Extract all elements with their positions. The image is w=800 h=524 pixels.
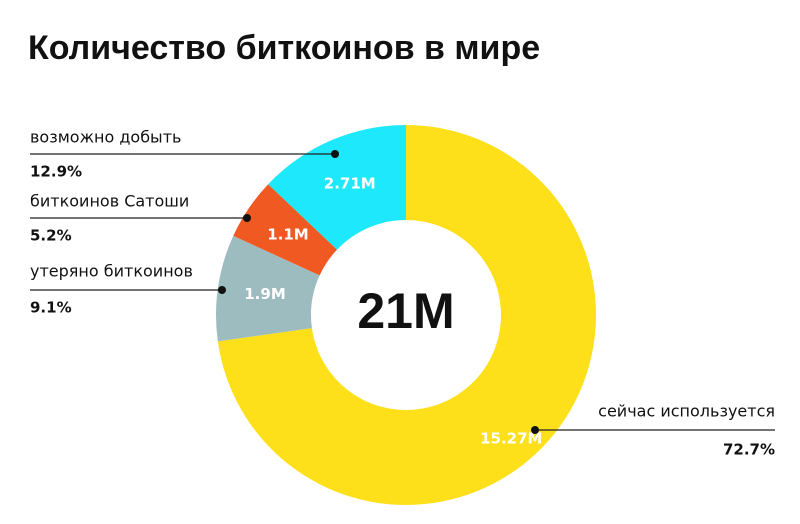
donut-segment: [233, 184, 338, 276]
donut-segment: [217, 125, 597, 506]
category-label: утеряно биткоинов: [30, 262, 193, 281]
value-label: 2.71M: [324, 175, 376, 193]
category-label: сейчас используется: [598, 402, 775, 421]
category-label: биткоинов Сатоши: [30, 192, 189, 211]
share-label: 12.9%: [30, 163, 82, 181]
leader-dot: [243, 214, 251, 222]
share-label: 9.1%: [30, 299, 72, 317]
leader-dot: [531, 426, 539, 434]
total-label: 21M: [357, 283, 454, 339]
donut-segment: [216, 235, 320, 342]
value-label: 1.1M: [267, 226, 309, 244]
value-label: 1.9M: [244, 285, 286, 303]
leader-dot: [331, 150, 339, 158]
category-label: возможно добыть: [30, 128, 181, 147]
donut-segment: [268, 125, 406, 250]
share-label: 72.7%: [723, 441, 775, 459]
value-label: 15.27M: [480, 429, 542, 447]
leader-dot: [218, 286, 226, 294]
share-label: 5.2%: [30, 227, 72, 245]
chart-title: Количество биткоинов в мире: [28, 29, 540, 67]
